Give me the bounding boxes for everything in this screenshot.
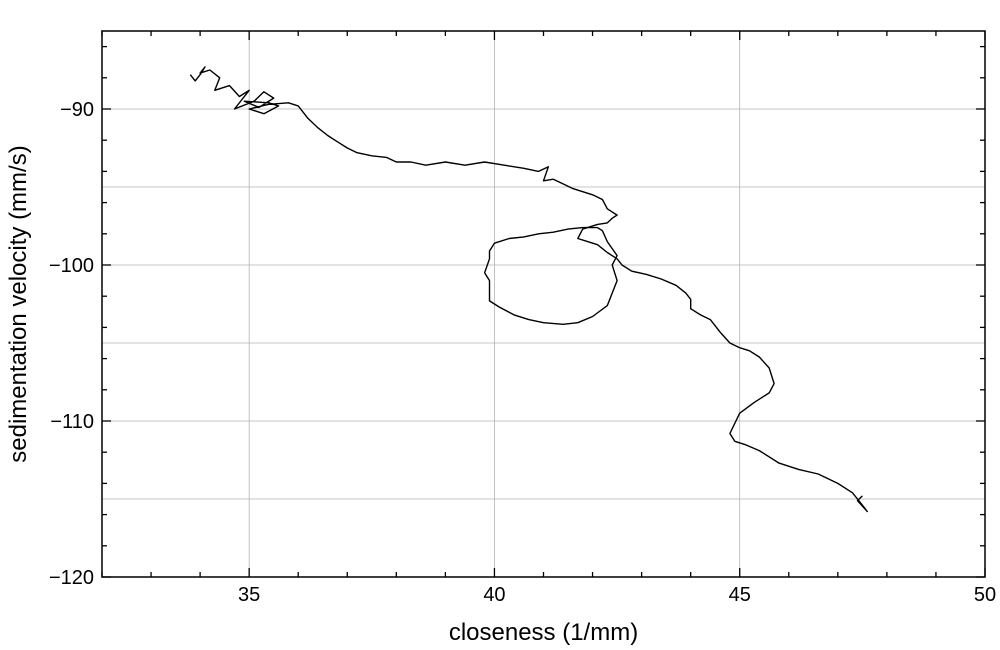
x-tick-label: 40 [483, 584, 505, 606]
x-tick-label: 35 [238, 584, 260, 606]
x-tick-label: 50 [974, 584, 996, 606]
series-line [483, 226, 618, 325]
y-tick-label: −110 [50, 411, 94, 433]
plot-frame [101, 30, 986, 578]
y-tick-label: −90 [60, 99, 94, 121]
x-tick-label: 45 [729, 584, 751, 606]
series-line [189, 66, 868, 513]
y-axis-label: sedimentation velocity (mm/s) [5, 145, 32, 462]
y-tick-label: −120 [49, 567, 94, 589]
series-layer [189, 66, 868, 513]
grid-lines [102, 31, 985, 577]
x-tick-labels: 35 40 45 50 [238, 584, 996, 606]
y-tick-label: −100 [49, 255, 94, 277]
y-tick-labels: −90 −100 −110 −120 [49, 99, 94, 589]
axis-ticks [101, 31, 986, 578]
x-axis-label: closeness (1/mm) [449, 619, 638, 646]
